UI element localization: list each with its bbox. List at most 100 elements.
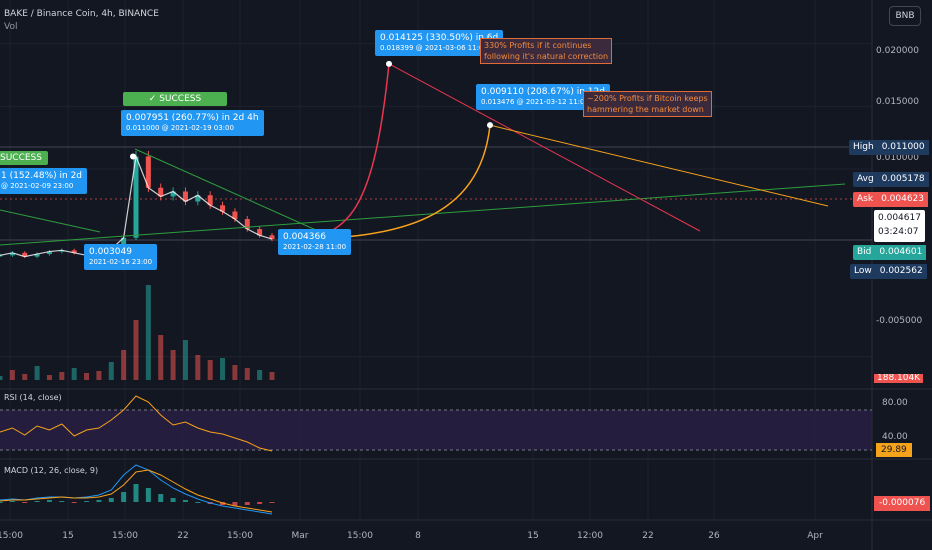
macd-histogram-bar [0,502,3,503]
candle [145,156,151,188]
volume-bar [158,335,164,380]
bid-price-label: Bid 0.004601 [853,245,927,260]
callout-current-point[interactable]: 0.004366 2021-02-28 11:00 [278,229,352,255]
volume-bar [145,285,151,380]
macd-histogram-bar [71,502,77,503]
callout-second-gain[interactable]: 0.007951 (260.77%) in 2d 4h 0.011000 @ 20… [121,110,264,136]
projection-curve-330 [289,63,390,240]
time-tick: 15:00 [0,531,23,541]
ask-price-label: Ask 0.004623 [853,192,929,207]
candle [22,252,28,257]
volume-bar [170,350,176,380]
trend-line [134,148,346,244]
volume-bar [71,368,77,380]
volume-bar [133,320,139,380]
success-tag-first: SUCCESS [0,151,48,165]
volume-bar [257,370,263,380]
time-tick: 15 [527,531,538,541]
volume-bar [46,375,52,380]
macd-histogram-bar [34,501,40,502]
projection-line-330 [388,63,701,232]
note-330-profits[interactable]: 330% Profits if it continues following it… [480,38,613,64]
macd-histogram-bar [182,500,188,502]
avg-price-label: Avg 0.005178 [853,172,929,187]
volume-bar [22,374,28,380]
macd-line [0,464,273,515]
candle [121,237,127,250]
time-tick: 15:00 [227,531,253,541]
volume-bar [232,365,238,380]
macd-title[interactable]: MACD (12, 26, close, 9) [4,466,99,475]
candle [244,219,250,230]
macd-histogram-bar [96,500,102,502]
callout-low-point[interactable]: 0.003049 2021-02-16 23:00 [84,244,158,270]
time-tick: 22 [642,531,653,541]
macd-histogram-bar [84,501,90,502]
candle [182,191,188,202]
macd-histogram-bar [22,502,28,503]
candle [46,251,52,255]
symbol-badge[interactable]: BNB [889,6,921,26]
macd-histogram-bar [195,502,201,503]
macd-histogram-bar [244,502,250,505]
trend-line [0,209,101,233]
price-tick: -0.005000 [876,316,923,326]
anchor-point [130,153,136,160]
candle [0,255,3,257]
callout-first-gain[interactable]: 1 (152.48%) in 2d @ 2021-02-09 23:00 [0,168,88,194]
volume-bar [269,372,275,380]
candle [34,254,40,257]
candle [71,250,77,253]
candle [207,195,213,206]
volume-bar [220,358,226,380]
macd-histogram-bar [269,502,275,503]
candle [59,250,65,252]
chart-title: BAKE / Binance Coin, 4h, BINANCE [4,9,159,19]
volume-bar [195,355,201,380]
macd-histogram-bar [257,502,263,504]
macd-histogram-bar [232,502,238,506]
rsi-value-label: 29.89 [876,443,912,457]
macd-histogram-bar [158,494,164,502]
time-tick: 15:00 [347,531,373,541]
last-price-label: 0.004617 03:24:07 [874,210,925,242]
volume-label: Vol [4,22,18,32]
volume-bar [108,362,114,380]
low-price-label: Low 0.002562 [850,264,927,279]
time-tick: 8 [415,531,421,541]
candle [269,235,275,240]
anchor-point [487,122,493,129]
macd-histogram-bar [121,492,127,502]
volume-bar [34,366,40,380]
volume-bar [84,373,90,380]
success-tag-second: ✓ SUCCESS [123,92,227,106]
time-tick: 15 [62,531,73,541]
volume-bar [59,372,65,380]
time-tick: 12:00 [577,531,603,541]
macd-histogram-bar [59,501,65,502]
macd-histogram-bar [170,498,176,502]
candle [133,156,139,238]
rsi-line [0,395,273,452]
note-200-profits[interactable]: ~200% Profits if Bitcoin keeps hammering … [583,91,712,117]
candle [170,191,176,197]
time-tick: Mar [292,531,309,541]
volume-value-label: 188.104K [874,374,924,383]
time-tick: Apr [807,531,823,541]
volume-bar [121,350,127,380]
rsi-title[interactable]: RSI (14, close) [4,393,62,402]
rsi-band [0,410,872,450]
volume-bar [182,340,188,380]
candle [232,211,238,220]
macd-histogram-bar [46,500,52,502]
candle [9,252,15,256]
time-tick: 26 [708,531,720,541]
macd-histogram-bar [145,488,151,502]
price-tick: 0.020000 [876,46,919,56]
price-tick: 0.010000 [876,153,919,163]
chart-header: BAKE / Binance Coin, 4h, BINANCE Vol [4,8,159,34]
time-tick: 22 [177,531,188,541]
high-price-label: High 0.011000 [849,140,929,155]
